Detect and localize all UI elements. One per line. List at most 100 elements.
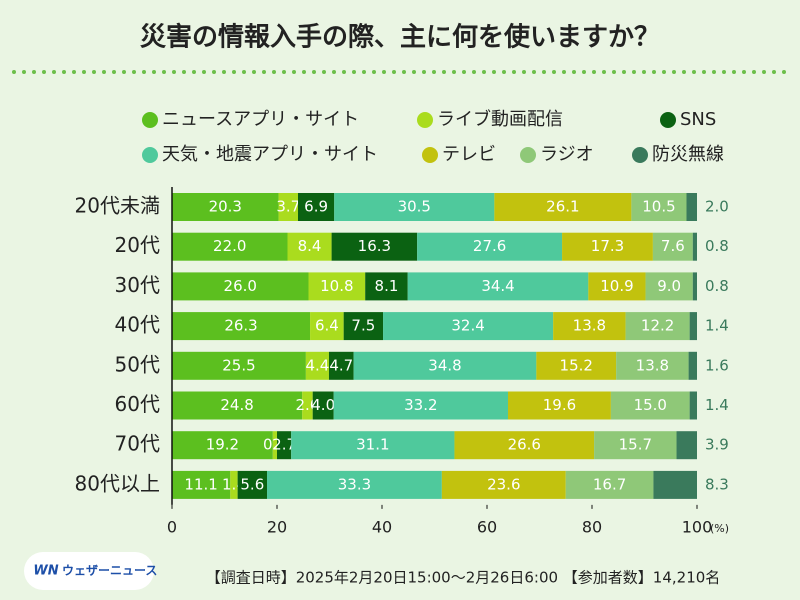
data-label: 23.6	[487, 475, 520, 493]
data-label: 26.0	[224, 277, 257, 295]
bar-segment	[625, 312, 690, 341]
legend-marker	[417, 112, 433, 128]
legend-marker	[142, 147, 158, 163]
bar-segment	[594, 431, 677, 460]
x-tick-label: 80	[582, 518, 602, 537]
bar-segment	[676, 431, 697, 460]
y-tick-label: 80代以上	[75, 471, 160, 495]
bar-segment	[553, 312, 626, 341]
legend-label: ライブ動画配信	[437, 108, 563, 130]
bar-segment	[645, 272, 693, 301]
data-label: 25.5	[222, 356, 255, 374]
data-label: 31.1	[356, 436, 389, 454]
data-label: 34.4	[481, 277, 514, 295]
data-label: 19.2	[206, 436, 239, 454]
data-label: 1.6	[705, 356, 729, 374]
bar-segment	[692, 232, 697, 261]
bar-segment	[653, 470, 697, 499]
bar-segment	[692, 272, 697, 301]
data-label: 6.9	[304, 198, 328, 216]
y-tick-label: 40代	[115, 313, 160, 337]
bar-segment	[291, 431, 455, 460]
x-axis-unit: (%)	[710, 522, 729, 535]
y-tick-label: 70代	[115, 432, 160, 456]
data-label: 0.8	[705, 277, 729, 295]
bar-segment	[689, 312, 697, 341]
bar-segment	[454, 431, 595, 460]
bar-segment	[172, 431, 273, 460]
x-tick-label: 40	[372, 518, 392, 537]
data-label: 9.0	[657, 277, 681, 295]
bar-segment	[172, 312, 311, 341]
legend-label: SNS	[680, 109, 716, 130]
bar-segment	[172, 232, 288, 261]
data-label: 4.0	[311, 396, 335, 414]
bar-segment	[312, 391, 334, 420]
data-label: 13.8	[573, 317, 606, 335]
data-label: 1.4	[705, 317, 729, 335]
bar-segment	[277, 431, 292, 460]
bar-segment	[334, 193, 495, 221]
bar-segment	[172, 470, 231, 499]
bar-segment	[310, 312, 344, 341]
legend-label: 天気・地震アプリ・サイト	[162, 144, 378, 165]
data-label: 20.3	[209, 198, 242, 216]
data-label: 10.9	[600, 277, 633, 295]
bar-segment	[328, 351, 354, 380]
legend-label: テレビ	[442, 144, 496, 165]
data-label: 10.5	[642, 198, 675, 216]
bar-segment	[298, 193, 335, 221]
data-label: 5.6	[240, 475, 264, 493]
bar-segment	[610, 391, 690, 420]
legend-label: ラジオ	[540, 144, 594, 165]
data-label: 27.6	[473, 237, 506, 255]
y-tick-label: 50代	[115, 352, 160, 376]
footnote: 【調査日時】2025年2月20日15:00〜2月26日6:00 【参加者数】14…	[206, 569, 721, 587]
data-label: 11.1	[184, 475, 217, 493]
data-label: 12.2	[641, 317, 674, 335]
legend-marker	[422, 147, 438, 163]
bar-segment	[688, 351, 697, 380]
data-label: 15.7	[619, 436, 652, 454]
legend-marker	[660, 112, 676, 128]
x-tick-label: 0	[167, 518, 177, 537]
data-label: 4.4	[305, 356, 329, 374]
y-tick-label: 60代	[115, 392, 160, 416]
data-label: 19.6	[543, 396, 576, 414]
logo-box	[24, 552, 154, 590]
data-label: 17.3	[591, 237, 624, 255]
bar-segment	[302, 391, 313, 420]
bar-segment	[631, 193, 687, 221]
data-label: 30.5	[398, 198, 431, 216]
bar-segment	[441, 470, 566, 499]
logo-text: ウェザーニュース	[62, 564, 157, 578]
data-label: 4.7	[329, 356, 353, 374]
data-label: 7.5	[351, 317, 375, 335]
data-label: 26.3	[224, 317, 257, 335]
data-label: 32.4	[451, 317, 484, 335]
data-label: 2.0	[705, 198, 729, 216]
bar-segment	[308, 272, 366, 301]
bar-segment	[331, 232, 418, 261]
bar-segment	[562, 232, 653, 261]
logo-mark: WN	[33, 564, 58, 579]
data-label: 16.7	[593, 475, 626, 493]
x-tick-label: 20	[267, 518, 287, 537]
bar-segment	[287, 232, 332, 261]
bar-segment	[536, 351, 617, 380]
data-label: 22.0	[213, 237, 246, 255]
data-label: 16.3	[358, 237, 391, 255]
bar-segment	[272, 431, 277, 460]
bar-segment	[652, 232, 693, 261]
y-tick-label: 30代	[115, 273, 160, 297]
data-label: 3.9	[705, 436, 729, 454]
bar-segment	[278, 193, 298, 221]
bar-segment	[172, 193, 279, 221]
bar-segment	[616, 351, 689, 380]
data-label: 26.1	[546, 198, 579, 216]
data-label: 8.4	[298, 237, 322, 255]
bar-segment	[508, 391, 611, 420]
legend-marker	[520, 147, 536, 163]
data-label: 10.8	[320, 277, 353, 295]
